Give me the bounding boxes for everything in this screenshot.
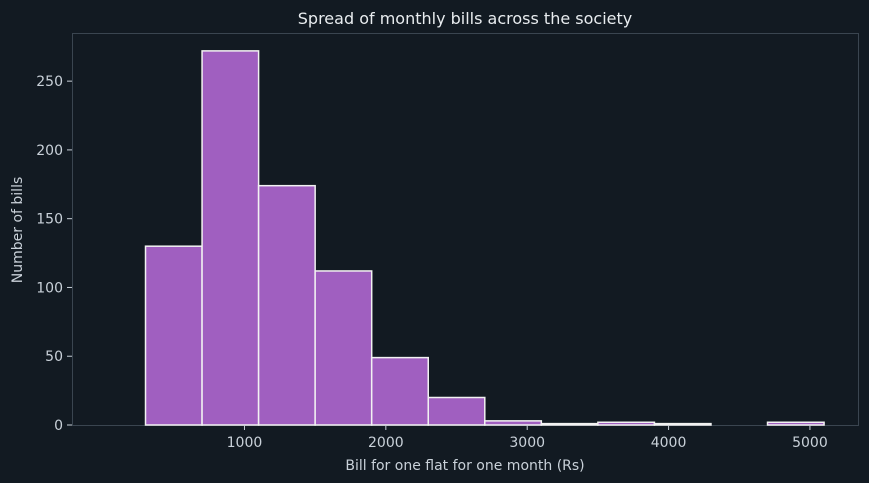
- y-axis-ticks: 0 50 100 150 200 250: [36, 74, 72, 434]
- x-axis-label: Bill for one flat for one month (Rs): [345, 458, 584, 474]
- histogram-bar: [766, 421, 825, 426]
- y-tick-label: 50: [45, 349, 63, 365]
- histogram-bar: [540, 422, 599, 426]
- histogram-bar: [144, 245, 203, 426]
- y-tick-label: 150: [36, 212, 63, 228]
- x-tick-label: 1000: [227, 435, 263, 451]
- histogram-bar: [201, 50, 260, 426]
- x-tick-label: 4000: [651, 435, 687, 451]
- histogram-bar: [314, 270, 373, 426]
- y-tick-label: 0: [54, 418, 63, 434]
- x-axis-ticks: 1000 2000 3000 4000 5000: [227, 425, 828, 451]
- histogram-bar: [597, 421, 656, 426]
- histogram-bar: [370, 356, 429, 426]
- bars-group: [144, 50, 825, 426]
- y-tick-label: 250: [36, 74, 63, 90]
- x-tick-label: 5000: [792, 435, 828, 451]
- y-axis-label: Number of bills: [10, 177, 26, 283]
- histogram-bar: [484, 420, 543, 426]
- x-tick-label: 3000: [509, 435, 545, 451]
- histogram-bar: [257, 184, 316, 426]
- y-tick-label: 100: [36, 280, 63, 296]
- chart-title: Spread of monthly bills across the socie…: [298, 9, 632, 28]
- histogram-bar: [653, 422, 712, 426]
- x-tick-label: 2000: [368, 435, 404, 451]
- y-tick-label: 200: [36, 143, 63, 159]
- histogram-bar: [427, 396, 486, 426]
